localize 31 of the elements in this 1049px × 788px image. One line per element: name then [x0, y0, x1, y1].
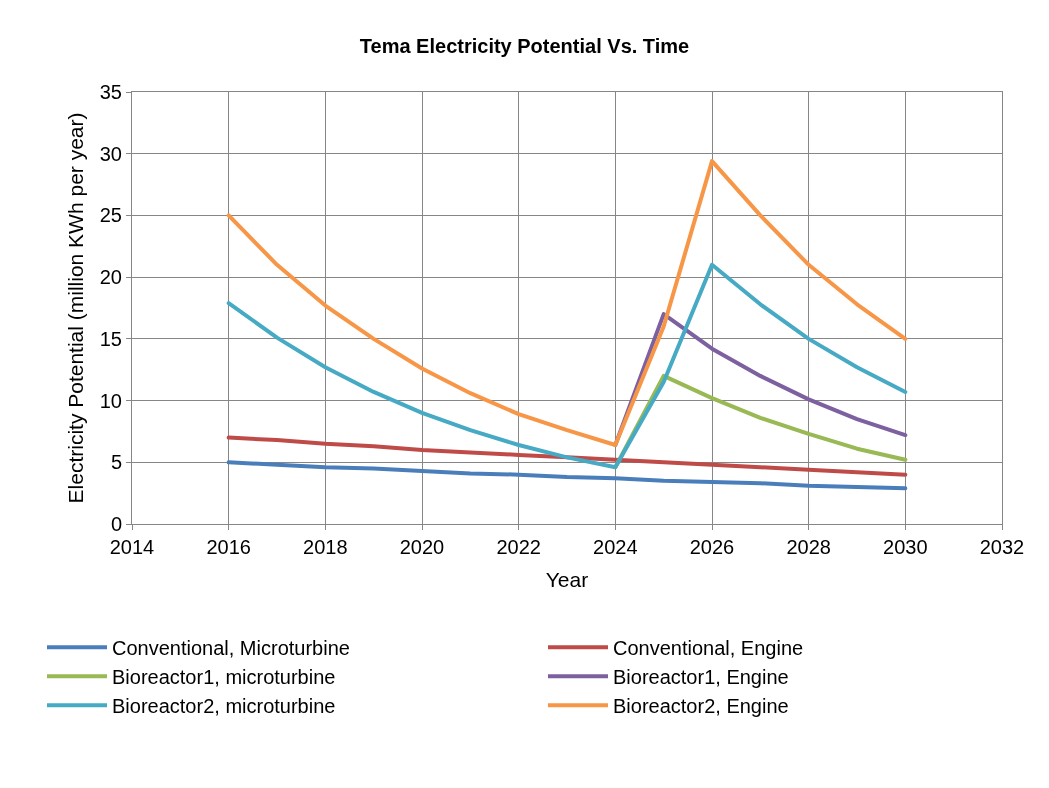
y-tick-label: 25 [99, 204, 122, 227]
line-series [226, 159, 908, 448]
y-tick-label: 0 [110, 513, 122, 535]
legend-label: Bioreactor1, microturbine [112, 665, 336, 688]
line-series [226, 460, 908, 491]
legend-label: Bioreactor2, microturbine [112, 694, 336, 717]
x-tick-label: 2016 [206, 536, 251, 558]
y-tick-label: 30 [99, 142, 122, 165]
legend-label: Conventional, Microturbine [112, 636, 350, 659]
x-tick-label: 2026 [689, 536, 735, 558]
x-axis-title: Year [545, 568, 589, 592]
y-tick-label: 35 [99, 81, 122, 103]
legend-label: Conventional, Engine [613, 636, 804, 659]
x-tick-label: 2018 [303, 536, 348, 558]
y-tick-label: 20 [99, 266, 122, 289]
y-tick-label: 5 [110, 451, 122, 474]
y-tick-label: 15 [99, 327, 122, 350]
x-tick-label: 2024 [593, 536, 638, 558]
x-tick-label: 2014 [109, 536, 155, 558]
y-axis-title: Electricity Potential (million KWh per year) [63, 112, 87, 504]
line-series [226, 435, 908, 477]
x-tick-label: 2022 [496, 536, 541, 558]
x-tick-label: 2020 [399, 536, 445, 558]
x-tick-label: 2028 [786, 536, 831, 558]
legend-label: Bioreactor2, Engine [613, 694, 789, 717]
line-series [226, 262, 908, 470]
x-tick-label: 2032 [979, 536, 1025, 558]
x-tick-label: 2030 [883, 536, 928, 558]
y-tick-label: 10 [99, 389, 122, 412]
chart-title: Tema Electricity Potential Vs. Time [359, 35, 690, 58]
legend-label: Bioreactor1, Engine [613, 665, 789, 688]
